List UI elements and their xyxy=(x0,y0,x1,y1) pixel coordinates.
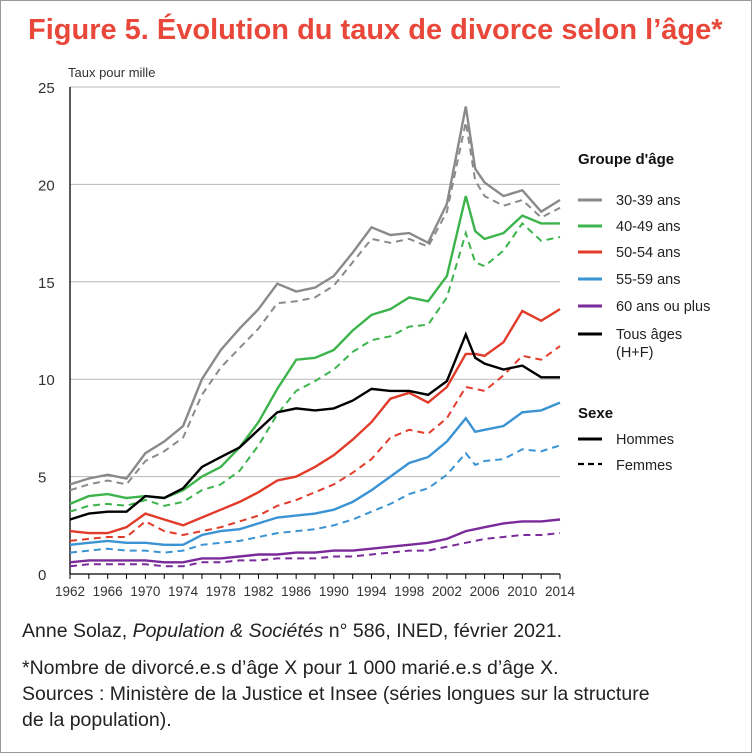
x-tick-label: 1986 xyxy=(281,584,311,599)
x-tick-label: 1974 xyxy=(168,584,199,599)
x-tick-label: 1990 xyxy=(319,584,349,599)
y-tick-label: 10 xyxy=(38,372,55,389)
series-line xyxy=(69,121,561,492)
gridlines xyxy=(70,86,560,478)
y-tick-label: 25 xyxy=(38,80,55,97)
y-tick-label: 20 xyxy=(38,177,55,194)
legend-label: 55-59 ans xyxy=(616,272,681,288)
legend-label: (H+F) xyxy=(616,345,653,361)
source-credit: Anne Solaz, Population & Sociétés n° 586… xyxy=(22,620,562,643)
axes: Taux pour mille 0 5 10 15 20 25 1962 1966 1970 19… xyxy=(38,65,576,599)
series-line xyxy=(69,345,561,542)
figure-title: Figure 5. Évolution du taux de divorce s… xyxy=(28,14,723,46)
legend-title-age: Groupe d'âge xyxy=(578,151,674,168)
x-tick-label: 1978 xyxy=(206,584,236,599)
series-line xyxy=(69,401,561,546)
line-chart: Taux pour mille 0 5 10 15 20 25 1962 1966 1970 19… xyxy=(38,65,710,599)
legend-label: Tous âges xyxy=(616,327,682,343)
x-tick-label: 1962 xyxy=(55,584,85,599)
source-rest: n° 586, INED, février 2021. xyxy=(323,620,563,642)
legend-label: Femmes xyxy=(616,458,672,474)
legend: Groupe d'âge 30-39 ans 40-49 ans 50-54 ans 5… xyxy=(578,151,710,474)
y-axis-label: Taux pour mille xyxy=(68,65,155,80)
x-tick-label: 2002 xyxy=(432,584,462,599)
legend-label: Hommes xyxy=(616,432,674,448)
footnote-sources: Sources : Ministère de la Justice et Ins… xyxy=(22,683,650,705)
footnote-definition: *Nombre de divorcé.e.s d’âge X pour 1 00… xyxy=(22,657,559,679)
series-line xyxy=(69,221,561,513)
x-tick-label: 1994 xyxy=(357,584,388,599)
legend-label: 60 ans ou plus xyxy=(616,299,710,315)
series-line xyxy=(69,308,561,535)
series-line xyxy=(69,106,561,486)
series-lines xyxy=(69,106,561,568)
legend-label: 50-54 ans xyxy=(616,245,681,261)
source-author: Anne Solaz, xyxy=(22,620,133,642)
series-line xyxy=(69,518,561,564)
y-tick-label: 5 xyxy=(38,470,46,487)
series-line xyxy=(69,331,560,521)
y-tick-label: 15 xyxy=(38,275,55,292)
x-tick-label: 1966 xyxy=(93,584,123,599)
series-line xyxy=(69,532,561,568)
x-tick-label: 1998 xyxy=(394,584,424,599)
y-tick-label: 0 xyxy=(38,567,46,584)
x-tick-label: 2010 xyxy=(507,584,537,599)
x-tick-label: 2006 xyxy=(470,584,500,599)
footnote-sources-cont: de la population). xyxy=(22,709,172,731)
legend-label: 30-39 ans xyxy=(616,193,681,209)
x-tick-label: 1982 xyxy=(243,584,273,599)
legend-title-sex: Sexe xyxy=(578,405,613,422)
source-journal: Population & Sociétés xyxy=(132,620,324,642)
legend-label: 40-49 ans xyxy=(616,219,681,235)
x-tick-label: 2014 xyxy=(545,584,576,599)
series-line xyxy=(69,444,561,554)
x-tick-label: 1970 xyxy=(130,584,160,599)
